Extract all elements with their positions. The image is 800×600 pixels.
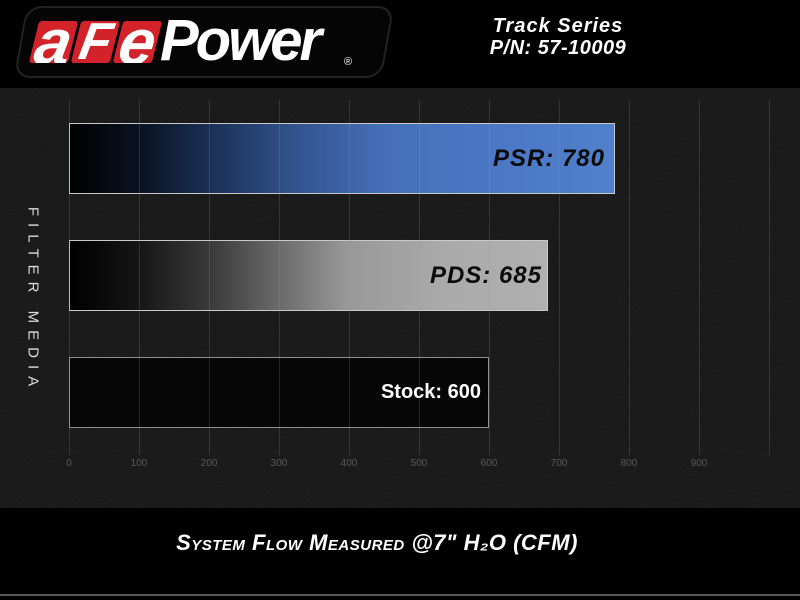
gridline xyxy=(279,100,280,455)
x-axis-tick-label: 900 xyxy=(690,458,708,469)
product-line-title: Track Series xyxy=(492,15,624,37)
logo-letter-block-a: a xyxy=(28,21,79,63)
x-axis-tick-label: 200 xyxy=(200,458,218,469)
registered-trademark-icon: ® xyxy=(344,56,353,68)
x-axis-tick-label: 400 xyxy=(340,458,358,469)
bar-value-label-stock: Stock: 600 xyxy=(380,381,481,403)
x-axis-tick-label: 700 xyxy=(550,458,568,469)
logo-letter-a: a xyxy=(29,21,78,63)
footer: System Flow Measured @7" H₂O (CFM) xyxy=(0,508,800,600)
gridline xyxy=(769,100,770,455)
bar-pds: PDS: 685 xyxy=(69,240,548,311)
gridline xyxy=(699,100,700,455)
y-axis-title: FILTER MEDIA xyxy=(24,206,42,394)
logo-letter-f: F xyxy=(74,21,117,63)
part-number: P/N: 57-10009 xyxy=(489,37,627,59)
x-axis-tick-label: 100 xyxy=(130,458,148,469)
gridline xyxy=(209,100,210,455)
logo-letter-block-e: e xyxy=(112,21,163,63)
bar-value-label-psr: PSR: 780 xyxy=(492,144,605,172)
x-axis-tick-label: 600 xyxy=(480,458,498,469)
gridline xyxy=(629,100,630,455)
bar-psr: PSR: 780 xyxy=(69,123,615,194)
x-axis-tick-label: 0 xyxy=(66,458,72,469)
x-axis-tick-label: 300 xyxy=(270,458,288,469)
gridline xyxy=(489,100,490,455)
x-axis-tick-label: 800 xyxy=(620,458,638,469)
gridline xyxy=(559,100,560,455)
gridline xyxy=(419,100,420,455)
x-axis-tick-label: 500 xyxy=(410,458,428,469)
bar-chart: FILTER MEDIA PSR: 780 PDS: 685 Stock: 60… xyxy=(0,88,800,508)
gridline xyxy=(139,100,140,455)
series-info: Track Series P/N: 57-10009 xyxy=(452,15,664,59)
gridline xyxy=(69,100,70,455)
bottom-divider xyxy=(0,594,800,596)
header-banner: a F e Power ® Track Series P/N: 57-10009 xyxy=(0,0,800,88)
logo-letter-e: e xyxy=(113,21,162,63)
logo-letter-block-f: F xyxy=(70,21,121,63)
chart-caption: System Flow Measured @7" H₂O (CFM) xyxy=(176,530,578,555)
logo-red-letters: a F e xyxy=(28,21,163,63)
logo-word-power: Power xyxy=(160,8,322,73)
gridline xyxy=(349,100,350,455)
